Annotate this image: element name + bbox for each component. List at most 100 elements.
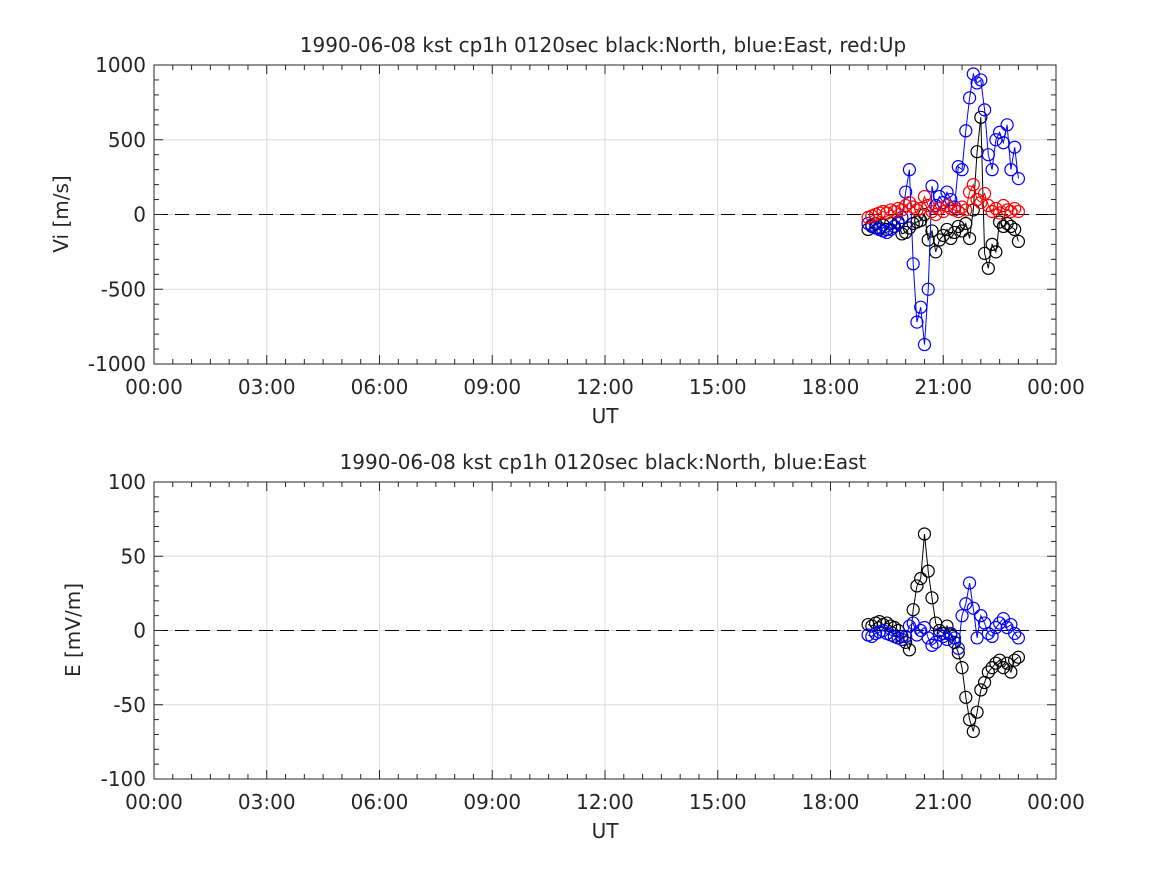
velocity-data-point (985, 163, 999, 177)
velocity-x-tick-label: 21:00 (914, 375, 972, 399)
velocity-data-point (925, 204, 939, 219)
velocity-data-point (974, 73, 988, 87)
electric-field-data-point (925, 591, 939, 605)
electric-field-data-point (974, 609, 988, 623)
electric-field-data-point (895, 632, 909, 647)
velocity-data-point (1011, 172, 1026, 186)
velocity-data-point (974, 110, 988, 124)
electric-field-y-tick-labels: -100 -50 0 50 100 (101, 470, 146, 791)
velocity-data-point (955, 163, 969, 177)
electric-field-series (861, 527, 1026, 739)
velocity-data-point (977, 186, 992, 201)
electric-field-x-tick-label: 09:00 (463, 790, 521, 814)
velocity-data-point (951, 160, 965, 174)
velocity-data-point (977, 103, 992, 117)
velocity-x-tick-label: 06:00 (351, 375, 409, 399)
electric-field-chart-title: 1990-06-08 kst cp1h 0120sec black:North,… (340, 450, 867, 474)
electric-field-data-point (1008, 653, 1022, 667)
velocity-data-point (985, 237, 999, 251)
velocity-y-tick-label: 0 (133, 203, 146, 227)
velocity-x-tick-label: 00:00 (125, 375, 183, 399)
velocity-data-point (925, 179, 939, 193)
velocity-data-point (996, 136, 1010, 150)
velocity-data-point (1008, 201, 1022, 216)
velocity-panel: 1990-06-08 kst cp1h 0120sec black:North,… (49, 33, 1085, 428)
electric-field-data-point (955, 661, 969, 675)
electric-field-x-tick-label: 21:00 (914, 790, 972, 814)
velocity-data-point (951, 204, 965, 219)
velocity-x-tick-label: 03:00 (238, 375, 296, 399)
velocity-data-point (955, 200, 969, 214)
electric-field-data-point (962, 712, 977, 727)
electric-field-y-tick-label: 0 (133, 619, 146, 643)
velocity-x-tick-labels: 00:00 03:00 06:00 09:00 12:00 15:00 18:00 21:00… (125, 375, 1085, 399)
velocity-data-point (989, 245, 1003, 259)
velocity-data-point (887, 219, 901, 234)
electric-field-data-point (876, 623, 890, 638)
velocity-x-tick-label: 15:00 (689, 375, 747, 399)
electric-field-y-axis-label: E [mV/m] (61, 583, 85, 677)
velocity-y-tick-label: 500 (108, 128, 146, 152)
electric-field-data-point (865, 629, 879, 644)
velocity-data-point (981, 261, 995, 275)
velocity-data-point (932, 201, 947, 216)
electric-field-y-tick-label: -100 (101, 767, 146, 791)
velocity-data-point (940, 185, 954, 199)
velocity-y-axis-label: Vi [m/s] (49, 175, 73, 252)
velocity-data-point (974, 195, 988, 210)
electric-field-data-point (902, 619, 917, 633)
velocity-data-point (1004, 163, 1018, 177)
electric-field-data-point (985, 661, 999, 675)
velocity-data-point (906, 257, 920, 271)
electric-field-x-tick-label: 15:00 (689, 790, 747, 814)
electric-field-data-point (872, 614, 886, 629)
velocity-data-point (959, 203, 973, 217)
electric-field-data-point (989, 656, 1003, 670)
electric-field-ticks (153, 481, 1057, 780)
electric-field-data-point (902, 643, 917, 657)
velocity-data-point (902, 195, 917, 210)
electric-field-x-tick-label: 06:00 (351, 790, 409, 814)
velocity-data-point (959, 124, 973, 138)
electric-field-data-point (989, 620, 1003, 635)
velocity-data-point (910, 315, 924, 329)
velocity-data-point (959, 216, 973, 231)
velocity-data-point (951, 219, 965, 234)
velocity-data-point (1000, 118, 1014, 132)
velocity-data-point (962, 91, 977, 105)
electric-field-data-point (944, 626, 958, 641)
electric-field-data-point (914, 571, 928, 586)
electric-field-data-point (974, 683, 988, 697)
velocity-data-point (985, 204, 999, 219)
electric-field-x-tick-labels: 00:00 03:00 06:00 09:00 12:00 15:00 18:00 21:00… (125, 790, 1085, 814)
electric-field-data-point (1011, 650, 1026, 664)
electric-field-data-point (996, 661, 1010, 675)
electric-field-data-point (925, 638, 939, 652)
velocity-data-point (940, 198, 954, 213)
velocity-x-axis-label: UT (592, 404, 620, 428)
electric-field-data-point (985, 629, 999, 644)
velocity-data-point (1011, 234, 1026, 249)
velocity-data-point (1008, 222, 1022, 237)
electric-field-data-point (1008, 626, 1022, 641)
electric-field-data-point (959, 690, 973, 704)
velocity-x-tick-label: 00:00 (1027, 375, 1085, 399)
velocity-x-tick-label: 09:00 (463, 375, 521, 399)
electric-field-data-point (910, 579, 924, 593)
electric-field-x-tick-label: 18:00 (802, 790, 860, 814)
velocity-data-point (906, 200, 920, 214)
electric-field-data-point (921, 564, 935, 578)
velocity-data-point (1011, 204, 1026, 219)
electric-field-x-tick-label: 00:00 (1027, 790, 1085, 814)
electric-field-data-point (880, 616, 894, 630)
velocity-data-point (887, 204, 901, 219)
velocity-data-point (993, 215, 1007, 229)
velocity-data-point (921, 282, 935, 296)
electric-field-data-point (917, 527, 932, 541)
electric-field-data-point (970, 631, 984, 645)
electric-field-data-point (906, 616, 920, 630)
electric-field-data-point (966, 724, 980, 739)
electric-field-data-point (962, 576, 977, 590)
electric-field-data-point (951, 641, 965, 655)
